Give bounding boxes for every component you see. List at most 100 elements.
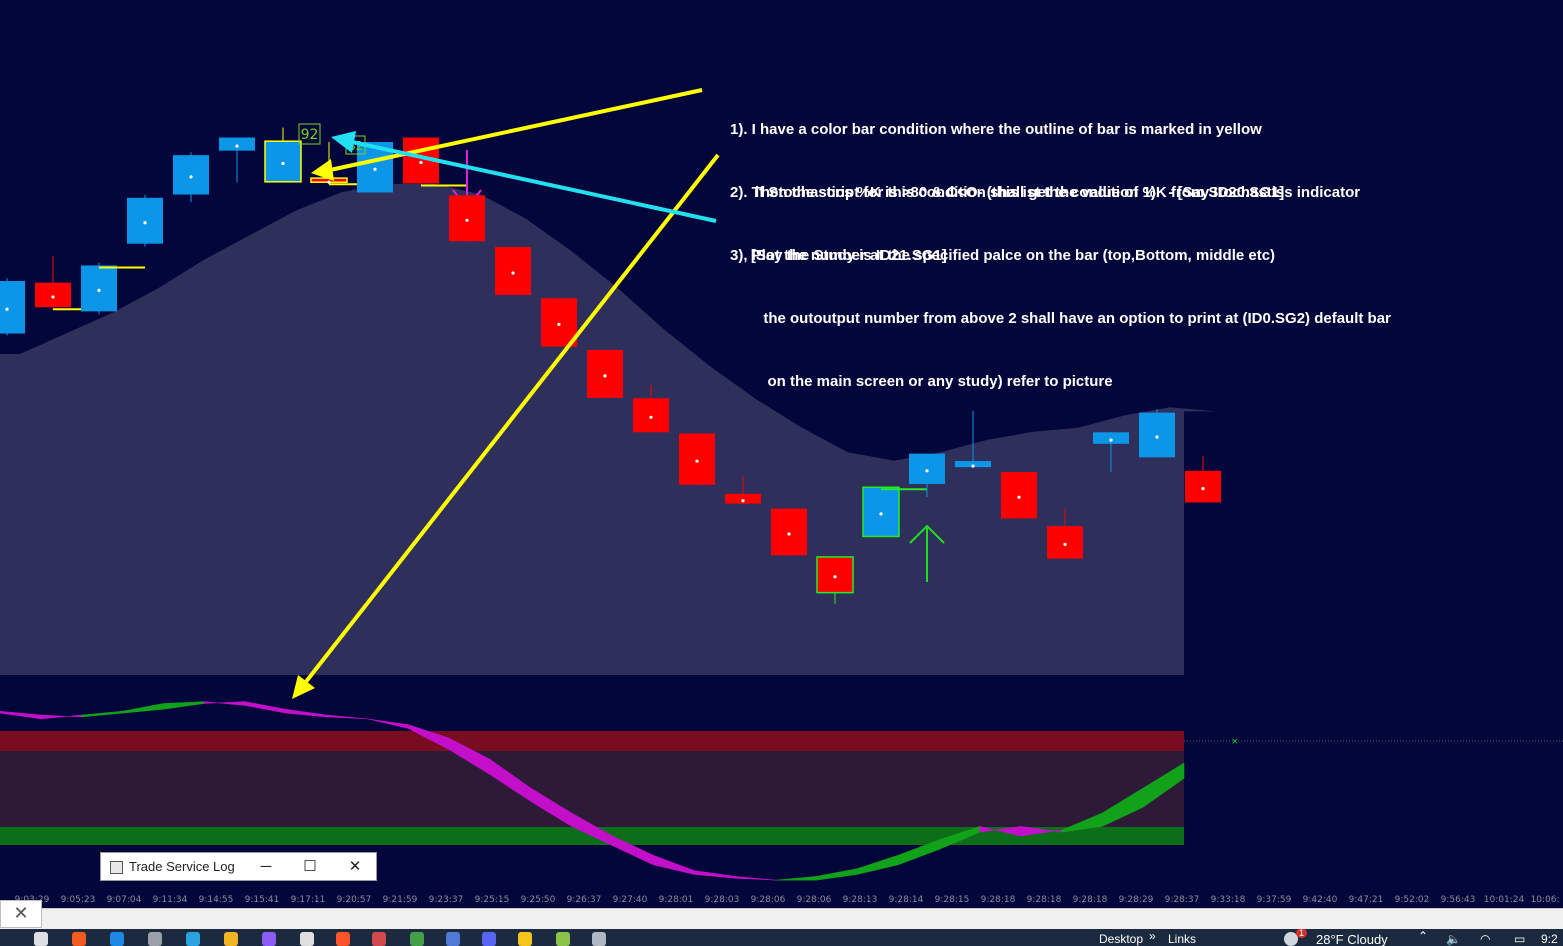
candle-body [495,246,531,295]
annotation-arrows [292,88,720,699]
time-tick-label: 9:28:01 [658,895,694,905]
candle-body [81,265,117,312]
annotation-1: 1). I have a color bar condition where t… [730,77,1284,245]
candle-close-dot [787,532,791,536]
task-view-icon[interactable] [34,932,48,946]
stoch-ribbon-segment [816,868,858,881]
candle-body [816,556,854,594]
candle-body [1001,472,1037,519]
battery-icon[interactable]: ▭ [1514,932,1526,946]
discord-icon[interactable] [482,932,496,946]
firefox-icon[interactable] [72,932,86,946]
candle-body [1093,432,1129,444]
yellow-arrow-2-head [292,675,315,699]
candle-close-dot [971,464,975,468]
candle-close-dot [143,221,147,225]
moving-average-area [0,183,1216,675]
candle-close-dot [557,322,561,327]
annotation-2-line-1: 2). Then the script for this condition s… [730,184,1361,201]
candle-close-dot [1063,542,1067,546]
telegram-icon[interactable] [186,932,200,946]
candle-close-dot [373,167,377,171]
candle-body [955,461,991,468]
links-toolbar-label[interactable]: Links [1168,932,1197,946]
weather-text[interactable]: 28°F Cloudy [1316,932,1388,946]
candlesticks [0,127,1221,604]
candle-23 [1047,508,1083,559]
candle-17 [771,508,807,556]
maximize-button[interactable]: ☐ [303,858,317,875]
minimize-button[interactable]: ─ [260,858,272,875]
stoch-ribbon-segment [693,870,736,879]
candle-close-dot [327,180,331,184]
stoch-ribbon-segment [163,701,205,710]
time-tick-label: 9:28:18 [1026,895,1062,905]
calculator-icon[interactable] [148,932,162,946]
candle-close-dot [419,160,423,165]
overbought-band [0,731,1184,751]
time-tick-label: 9:28:37 [1164,895,1200,905]
edge-icon[interactable] [110,932,124,946]
speaker-icon[interactable]: 🔈 [1446,932,1461,946]
settings-app-icon[interactable] [592,932,606,946]
close-tab-button[interactable]: ✕ [0,900,42,928]
price-chart[interactable]: × 92 S2 [0,0,1563,892]
candle-body [771,508,807,556]
feather-app-icon[interactable] [262,932,276,946]
media-app-icon[interactable] [300,932,314,946]
candle-close-dot [741,499,745,503]
time-tick-label: 9:37:59 [1256,895,1292,905]
time-tick-label: 9:42:40 [1302,895,1338,905]
candle-1 [35,256,99,311]
notes-app-icon[interactable] [518,932,532,946]
time-tick-label: 9:47:21 [1348,895,1384,905]
candle-body [1047,526,1083,559]
leaf-app-icon[interactable] [556,932,570,946]
clock-text[interactable]: 9:2 [1541,932,1558,946]
close-button[interactable]: ✕ [348,858,362,875]
annotation-1-line-2: if Stochastics %K is >80 & C<O- (this is… [730,184,1285,201]
paint-app-icon[interactable] [372,932,386,946]
time-tick-label: 9:28:29 [1118,895,1154,905]
desktop-toolbar-label[interactable]: Desktop [1099,932,1144,946]
time-tick-label: 9:56:43 [1440,895,1476,905]
candle-body [541,298,577,347]
brave-icon[interactable] [336,932,350,946]
time-tick-label: 9:28:15 [934,895,970,905]
candle-13 [587,349,623,398]
windows-taskbar: Desktop » Links 1 28°F Cloudy ⌃ 🔈 ◠ ▭ 9:… [0,929,1563,946]
candle-close-dot [465,218,469,222]
circle-app-icon[interactable] [446,932,460,946]
tray-chevron-up-icon[interactable]: ⌃ [1418,929,1429,943]
annotation-3-line-2: the outoutput number from above 2 shall … [730,310,1391,327]
annotation-1-line-1: 1). I have a color bar condition where t… [730,121,1262,138]
candle-body [35,282,71,308]
toolbar-chevron-icon[interactable]: » [1149,929,1156,943]
wifi-icon[interactable]: ◠ [1480,932,1491,946]
stoch-ribbon-segment [367,718,409,729]
candle-2 [81,262,145,315]
time-tick-label: 9:15:41 [244,895,280,905]
time-tick-label: 9:23:37 [428,895,464,905]
file-explorer-icon[interactable] [224,932,238,946]
candle-20 [909,453,945,498]
stoch-ribbon-segment [775,876,817,881]
candle-14 [633,385,669,433]
green-app-icon[interactable] [410,932,424,946]
stochastic-bands: × [0,731,1563,845]
midrange-band [0,751,1184,827]
reference-marker: × [1231,737,1239,747]
weather-cloud-icon[interactable] [1284,932,1298,946]
area-fill [0,183,1216,675]
cyan-arrow-head [331,131,356,153]
overlay-markers: 92 S2 [298,123,366,155]
candle-25 [1139,408,1175,458]
stoch-ribbon-segment [326,714,368,720]
candle-body [219,137,255,151]
time-tick-label: 9:11:34 [152,895,188,905]
trade-service-log-window[interactable]: Trade Service Log ─ ☐ ✕ [100,852,377,881]
candle-close-dot [51,295,55,299]
stoch-ribbon-segment [734,876,776,881]
candle-close-dot [1109,438,1113,442]
stoch-ribbon-segment [0,710,42,720]
